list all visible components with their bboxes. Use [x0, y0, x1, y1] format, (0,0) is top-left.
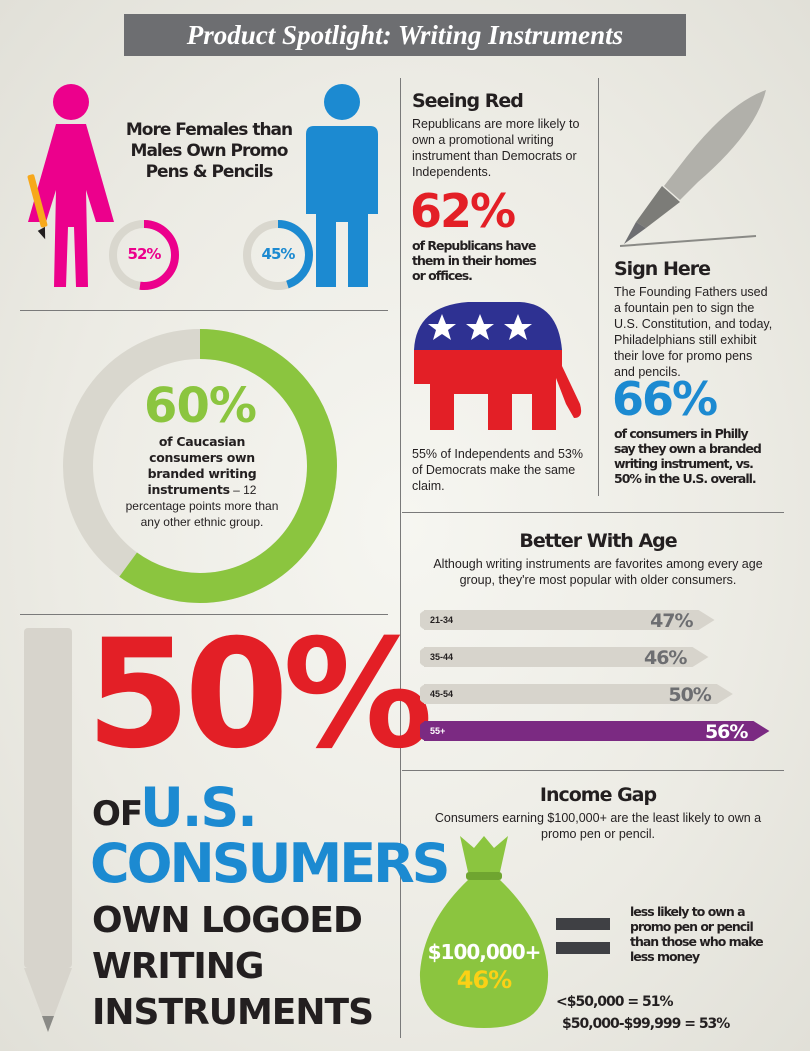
sign-here-text: The Founding Fathers used a fountain pen… [614, 285, 773, 379]
caucasian-ring [63, 329, 337, 603]
age-bar-cap [420, 647, 438, 667]
money-bag-icon [419, 836, 549, 1028]
age-bar-label: 21-34 [430, 615, 453, 625]
age-heading: Better With Age [519, 530, 677, 552]
age-bar-value: 47% [650, 610, 693, 632]
age-bar-cap [420, 610, 438, 630]
gender-heading: More Females than Males Own Promo Pens &… [125, 120, 293, 182]
fifty-of: OF [92, 794, 143, 834]
male-ring [243, 220, 313, 290]
income-line1: <$50,000 = 51% [556, 994, 673, 1010]
income-text: Consumers earning $100,000+ are the leas… [434, 811, 762, 841]
divider-left-1 [20, 310, 388, 311]
philly-subtext: of consumers in Philly say they own a br… [614, 426, 762, 486]
philly-percent: 66% [612, 372, 718, 426]
equals-text: less likely to own a promo pen or pencil… [630, 904, 764, 964]
republican-percent: 62% [410, 184, 516, 238]
fifty-line2: WRITING [92, 946, 264, 987]
seeing-red-heading: Seeing Red [412, 90, 524, 112]
female-percent: 52% [127, 245, 162, 263]
age-bar-value: 56% [705, 721, 748, 743]
seeing-red-footnote: 55% of Independents and 53% of Democrats… [412, 447, 583, 493]
age-bar-label: 45-54 [430, 689, 453, 699]
divider-left-2 [20, 614, 388, 615]
age-bar [424, 721, 770, 741]
fifty-consumers: CONSUMERS [90, 832, 451, 895]
divider-vertical-right [598, 78, 599, 496]
age-bar-value: 50% [668, 684, 711, 706]
age-bar-cap [420, 721, 438, 741]
fifty-line3: INSTRUMENTS [92, 992, 374, 1033]
caucasian-percent: 60% [144, 378, 257, 434]
age-bar-value: 46% [644, 647, 687, 669]
income-heading: Income Gap [539, 784, 657, 806]
age-text: Although writing instruments are favorit… [433, 557, 763, 587]
age-bar [424, 610, 715, 630]
divider-right-1 [402, 512, 784, 513]
age-bar-chart: 21-34 47% 35-44 46% 45-54 50% 55+ 56% [420, 610, 770, 743]
seeing-red-text: Republicans are more likely to own a pro… [412, 117, 580, 179]
sign-here-heading: Sign Here [614, 258, 711, 280]
fifty-line1: OWN LOGOED [92, 900, 363, 941]
pencil-icon [24, 628, 72, 1032]
caucasian-text: of Caucasian consumers own branded writi… [122, 434, 282, 530]
divider-vertical-main [400, 78, 401, 1038]
divider-right-2 [402, 770, 784, 771]
income-line2: $50,000-$99,999 = 53% [562, 1016, 730, 1032]
age-bar-label: 55+ [430, 726, 445, 736]
age-bar [424, 684, 733, 704]
fifty-us: U.S. [140, 776, 258, 839]
male-percent: 45% [261, 245, 296, 263]
age-bar [424, 647, 709, 667]
equals-icon [556, 912, 610, 960]
female-figure-icon [27, 84, 114, 287]
age-bar-label: 35-44 [430, 652, 453, 662]
male-figure-icon [306, 84, 378, 287]
fifty-percent: 50% [86, 608, 433, 782]
page-title: Product Spotlight: Writing Instruments [124, 14, 686, 56]
fountain-pen-icon [619, 90, 766, 247]
caucasian-bold-text: of Caucasian consumers own branded writi… [147, 434, 257, 497]
bag-amount: $100,000+ [427, 940, 542, 964]
age-bar-cap [420, 684, 438, 704]
republican-subtext: of Republicans have them in their homes … [412, 238, 537, 283]
female-ring [109, 220, 179, 290]
caucasian-rest-text: – 12 percentage points more than any oth… [125, 483, 279, 529]
elephant-icon [414, 302, 582, 430]
bag-percent: 46% [456, 966, 512, 994]
